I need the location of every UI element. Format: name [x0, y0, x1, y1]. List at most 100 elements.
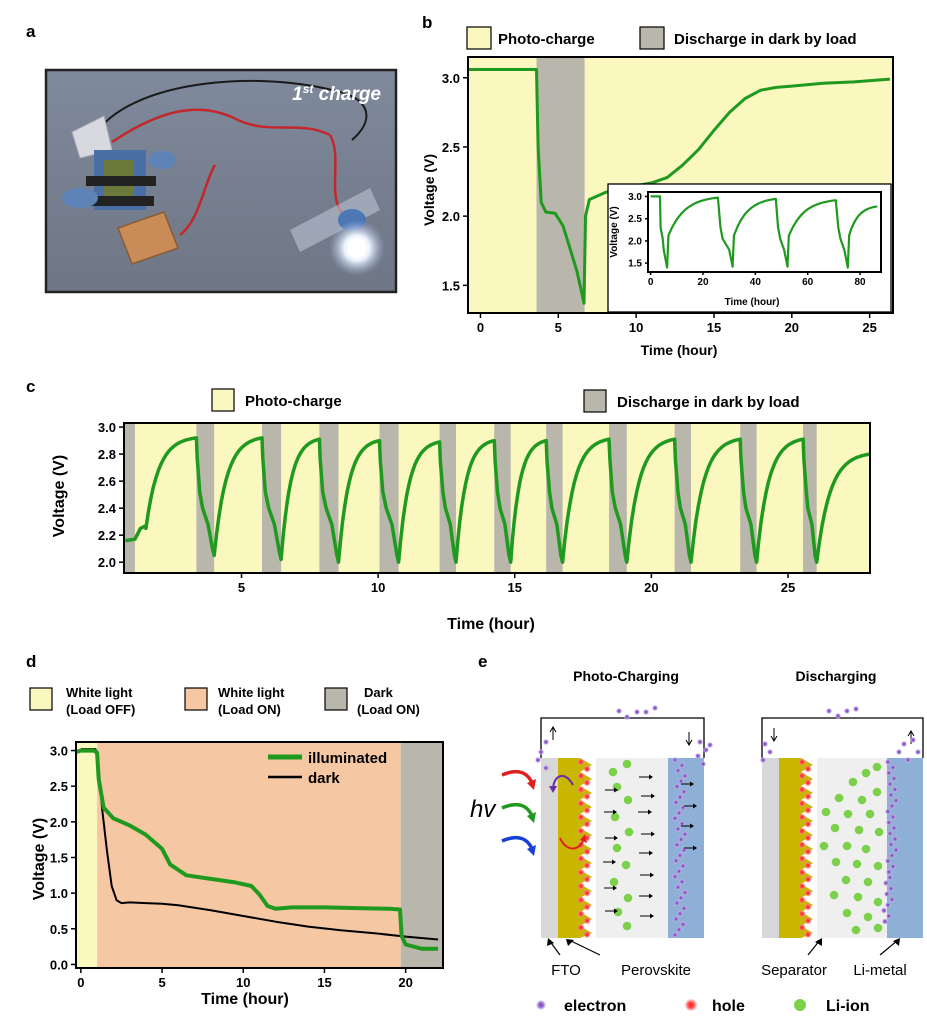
label-fto: FTO [551, 962, 581, 979]
electron [826, 708, 832, 714]
d-ytick-label: 3.0 [50, 744, 68, 759]
electron [543, 739, 549, 745]
hole [583, 931, 591, 938]
hole [804, 779, 812, 787]
ion-arrow-head [648, 809, 652, 815]
hole [577, 772, 585, 780]
inset-frame [647, 191, 882, 273]
li-ion [622, 921, 632, 931]
electron [677, 794, 683, 801]
electron [888, 841, 894, 848]
li-ion [853, 892, 863, 902]
li-ion [830, 823, 840, 833]
ion-arrow-head [649, 893, 653, 899]
b-xtick-label: 20 [785, 320, 799, 335]
hole [583, 889, 591, 897]
li-ion [848, 777, 858, 787]
li-ion [851, 925, 861, 935]
ion-arrow-head [690, 823, 694, 829]
panel-c-xlabel: Time (hour) [447, 616, 535, 633]
legend-label-illuminated: illuminated [308, 750, 387, 767]
li-ion [834, 793, 844, 803]
region-load_on-1 [97, 742, 401, 968]
electron [893, 847, 899, 853]
d-ytick-label: 2.0 [50, 815, 68, 830]
electron [673, 857, 679, 864]
b-frame [467, 56, 894, 314]
li-ion [861, 768, 871, 778]
electron [892, 786, 898, 793]
hole [577, 924, 585, 932]
hole [577, 868, 585, 876]
ion-arrow-head [651, 793, 655, 799]
legend-swatch-dark [324, 687, 348, 711]
b-xtick-label: 15 [707, 320, 721, 335]
li-ion [861, 844, 871, 854]
panel-d-legend: White light (Load OFF) White light (Load… [29, 685, 420, 717]
electron [672, 873, 678, 880]
panel-label-b: b [422, 13, 432, 32]
electron [881, 907, 887, 914]
legend-swatch-discharge-c [583, 389, 607, 413]
c-ytick-label: 2.0 [98, 555, 116, 570]
panel-c-chart: 5 10 15 20 25 2.0 2.2 2.4 2.6 2.8 3.0 [98, 420, 871, 595]
legend-swatch-photo-charge-c [211, 388, 235, 412]
b-xtick-label: 10 [629, 320, 643, 335]
electron [673, 916, 679, 922]
panel-label-c: c [26, 377, 35, 396]
hole [583, 765, 591, 773]
electron [883, 880, 889, 886]
region-dark-2 [400, 742, 443, 968]
li-ion [852, 859, 862, 869]
c-xtick-label: 20 [644, 580, 658, 595]
electron [682, 831, 688, 838]
electron [885, 808, 891, 815]
electron [681, 847, 687, 854]
cell-photo-charging: hv FTO Perovskite [470, 705, 713, 979]
electron [700, 761, 706, 767]
electron [673, 799, 679, 806]
electron [672, 757, 678, 763]
photo-overlay-text: 1st charge [292, 82, 381, 105]
inset-ytick-label: 2.0 [628, 236, 642, 247]
electron [675, 767, 681, 774]
ion-arrow-head [690, 781, 694, 787]
legend-label-dark: dark [308, 770, 340, 787]
inset-ytick-label: 3.0 [628, 192, 642, 203]
d-ytick-label: 0.0 [50, 957, 68, 972]
li-ion [819, 841, 829, 851]
hole [804, 793, 812, 800]
region-photo-0 [468, 57, 537, 313]
li-ion [843, 809, 853, 819]
hole [798, 868, 806, 876]
li-ion [841, 875, 851, 885]
electron [695, 753, 701, 759]
ion-arrow-head [650, 872, 654, 878]
electron [885, 902, 891, 908]
li-ion [863, 912, 873, 922]
series-line-c [125, 436, 871, 564]
li-ion [842, 908, 852, 918]
li-ion [829, 890, 839, 900]
panel-b-xlabel: Time (hour) [641, 342, 718, 358]
c-ytick-label: 2.8 [98, 447, 116, 462]
hole [804, 820, 812, 828]
hole [804, 917, 812, 925]
panel-b-inset: 0 20 40 60 80 1.5 2.0 2.5 3.0 [607, 183, 892, 313]
hole [583, 917, 591, 925]
li-ion [831, 857, 841, 867]
electron [885, 858, 891, 864]
panel-d-chart: 0 5 10 15 20 0.0 0.5 1.0 1.5 2.0 2.5 3.0 [50, 741, 444, 990]
hole [583, 779, 591, 787]
panel-label-e: e [478, 652, 487, 671]
electron [888, 885, 894, 892]
electron [682, 889, 688, 896]
b-ytick-label: 1.5 [442, 278, 460, 293]
li-ion [857, 795, 867, 805]
electron [672, 815, 678, 822]
electron [643, 709, 649, 715]
electron [762, 741, 768, 747]
electron [674, 841, 680, 848]
panel-label-d: d [26, 652, 36, 671]
